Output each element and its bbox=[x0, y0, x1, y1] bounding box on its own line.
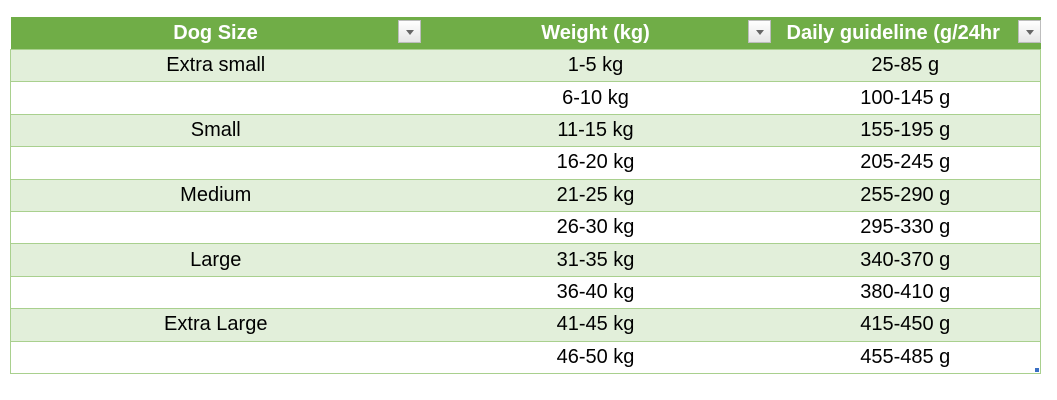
header-row: Dog Size Weight (kg) Daily guideline (g/… bbox=[10, 17, 1041, 50]
cell-weight[interactable]: 16-20 kg bbox=[420, 146, 771, 180]
cell-dog-size[interactable]: Large bbox=[10, 243, 421, 277]
table-row: Medium 21-25 kg 255-290 g bbox=[10, 178, 1041, 212]
cell-dog-size[interactable] bbox=[10, 146, 421, 180]
cell-weight[interactable]: 1-5 kg bbox=[420, 48, 771, 82]
filter-dropdown-icon[interactable] bbox=[397, 20, 421, 43]
dog-feeding-table: Dog Size Weight (kg) Daily guideline (g/… bbox=[10, 17, 1041, 374]
cell-weight[interactable]: 41-45 kg bbox=[420, 308, 771, 342]
cell-daily-guideline[interactable]: 295-330 g bbox=[770, 210, 1041, 244]
cell-dog-size[interactable] bbox=[10, 81, 421, 115]
cell-weight[interactable]: 6-10 kg bbox=[420, 81, 771, 115]
cell-daily-guideline[interactable]: 340-370 g bbox=[770, 243, 1041, 277]
cell-daily-guideline[interactable]: 100-145 g bbox=[770, 81, 1041, 115]
cell-daily-guideline[interactable]: 380-410 g bbox=[770, 275, 1041, 309]
table-row: Extra small 1-5 kg 25-85 g bbox=[10, 48, 1041, 82]
table-resize-handle[interactable] bbox=[1035, 368, 1039, 372]
table-row: Large 31-35 kg 340-370 g bbox=[10, 243, 1041, 277]
cell-weight[interactable]: 31-35 kg bbox=[420, 243, 771, 277]
table-row: 46-50 kg 455-485 g bbox=[10, 340, 1041, 374]
cell-weight[interactable]: 21-25 kg bbox=[420, 178, 771, 212]
cell-dog-size[interactable]: Extra Large bbox=[10, 308, 421, 342]
cell-dog-size[interactable] bbox=[10, 275, 421, 309]
header-weight[interactable]: Weight (kg) bbox=[420, 17, 771, 50]
cell-weight[interactable]: 46-50 kg bbox=[420, 340, 771, 374]
cell-dog-size[interactable] bbox=[10, 340, 421, 374]
cell-weight[interactable]: 36-40 kg bbox=[420, 275, 771, 309]
table-row: Extra Large 41-45 kg 415-450 g bbox=[10, 308, 1041, 342]
cell-daily-guideline[interactable]: 205-245 g bbox=[770, 146, 1041, 180]
cell-dog-size[interactable]: Extra small bbox=[10, 48, 421, 82]
cell-dog-size[interactable]: Small bbox=[10, 113, 421, 147]
cell-weight[interactable]: 26-30 kg bbox=[420, 210, 771, 244]
cell-daily-guideline[interactable]: 415-450 g bbox=[770, 308, 1041, 342]
table-row: 16-20 kg 205-245 g bbox=[10, 146, 1041, 180]
cell-dog-size[interactable] bbox=[10, 210, 421, 244]
cell-daily-guideline[interactable]: 155-195 g bbox=[770, 113, 1041, 147]
table-row: 26-30 kg 295-330 g bbox=[10, 210, 1041, 244]
header-dog-size[interactable]: Dog Size bbox=[10, 17, 421, 50]
cell-daily-guideline[interactable]: 255-290 g bbox=[770, 178, 1041, 212]
filter-dropdown-icon[interactable] bbox=[747, 20, 771, 43]
table-row: 6-10 kg 100-145 g bbox=[10, 81, 1041, 115]
table-row: Small 11-15 kg 155-195 g bbox=[10, 113, 1041, 147]
cell-daily-guideline[interactable]: 25-85 g bbox=[770, 48, 1041, 82]
cell-weight[interactable]: 11-15 kg bbox=[420, 113, 771, 147]
header-daily-guideline[interactable]: Daily guideline (g/24hr bbox=[770, 17, 1041, 50]
cell-dog-size[interactable]: Medium bbox=[10, 178, 421, 212]
cell-daily-guideline[interactable]: 455-485 g bbox=[770, 340, 1041, 374]
filter-dropdown-icon[interactable] bbox=[1017, 20, 1041, 43]
table-row: 36-40 kg 380-410 g bbox=[10, 275, 1041, 309]
